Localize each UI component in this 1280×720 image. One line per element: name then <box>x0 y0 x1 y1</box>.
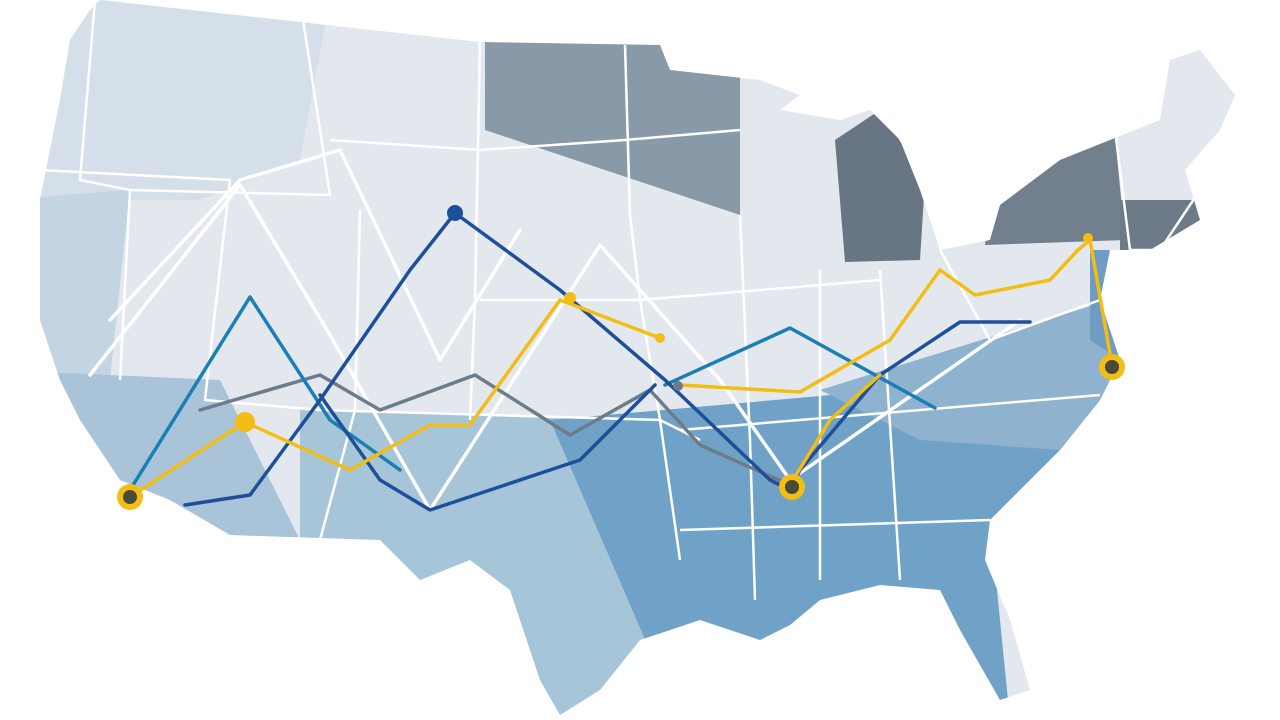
route-teal <box>663 326 937 410</box>
hub-marker-center <box>785 480 799 494</box>
route-teal <box>128 295 402 492</box>
state-border <box>878 269 902 581</box>
state-border <box>318 209 362 541</box>
route-white <box>108 148 522 362</box>
route-yellow <box>678 238 1114 394</box>
point-marker <box>1083 233 1093 243</box>
route-points <box>117 205 1125 510</box>
route-lines <box>88 148 1114 512</box>
state-border <box>1113 129 1202 252</box>
route-yellow <box>788 373 882 487</box>
california-north <box>40 190 130 380</box>
hub-marker-center <box>1105 360 1119 374</box>
state-border <box>78 0 132 381</box>
dakotas-minnesota <box>485 40 740 215</box>
state-border <box>129 0 332 197</box>
route-white <box>88 183 1022 512</box>
state-border <box>738 214 757 601</box>
michigan <box>835 110 925 262</box>
new-york <box>985 135 1125 245</box>
point-marker <box>655 333 665 343</box>
point-marker <box>673 381 683 391</box>
state-border <box>40 168 701 442</box>
state-border <box>679 518 991 532</box>
point-marker <box>447 205 463 221</box>
hub-marker-center <box>123 490 137 504</box>
route-gray <box>198 373 792 487</box>
point-marker <box>564 292 576 304</box>
route-navy <box>318 383 657 512</box>
state-border <box>329 128 741 152</box>
point-marker <box>235 412 255 432</box>
